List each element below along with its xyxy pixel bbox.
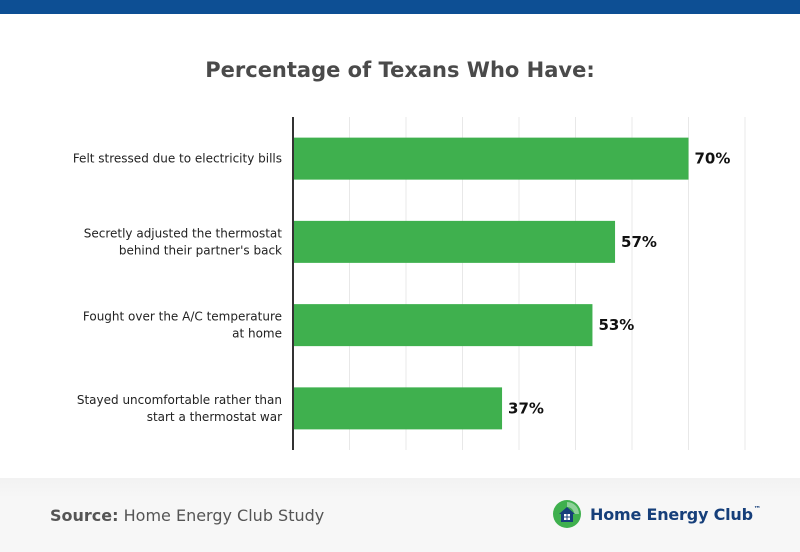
top-color-band: [0, 0, 800, 14]
house-leaf-logo-icon: [553, 500, 581, 528]
bar-chart: 70% Felt stressed due to electricity bill…: [73, 117, 746, 450]
value-label: 57%: [621, 233, 657, 251]
category-label: Felt stressed due to electricity bills: [73, 152, 282, 166]
brand-trademark: ™: [753, 504, 761, 513]
bar: [293, 387, 503, 430]
category-label: Stayed uncomfortable rather than start a …: [77, 393, 282, 424]
bar: [293, 304, 593, 347]
category-label: Fought over the A/C temperature at home: [83, 310, 282, 341]
source-line: Source: Home Energy Club Study: [50, 506, 324, 525]
brand-logo: Home Energy Club™: [552, 499, 761, 529]
bar: [293, 137, 689, 180]
value-label: 70%: [695, 150, 731, 168]
value-label: 53%: [598, 316, 634, 334]
source-label: Source:: [50, 506, 119, 525]
value-label: 37%: [508, 399, 544, 417]
footer: Source: Home Energy Club Study Home Ener…: [0, 478, 800, 552]
chart-title: Percentage of Texans Who Have:: [205, 58, 595, 82]
bar: [293, 220, 616, 263]
source-text: Home Energy Club Study: [118, 506, 325, 525]
brand-name: Home Energy Club™: [590, 504, 761, 524]
category-label: Secretly adjusted the thermostat behind t…: [84, 226, 283, 257]
